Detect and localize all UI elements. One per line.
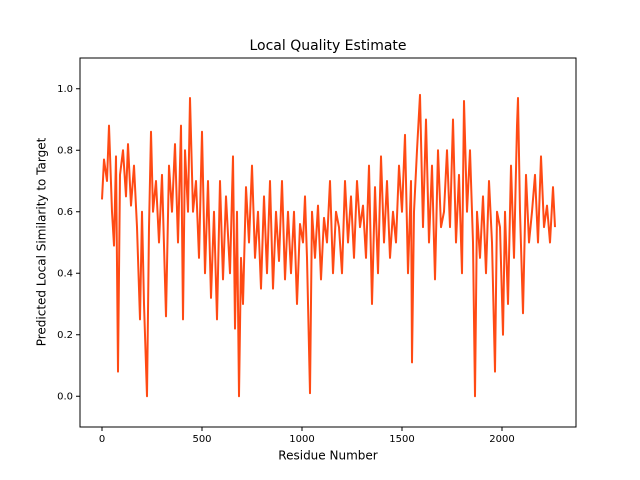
plot-frame <box>79 57 577 428</box>
x-axis-label: Residue Number <box>278 449 377 463</box>
y-tick-label: 0.6 <box>57 207 73 218</box>
y-tick-label: 1.0 <box>57 84 73 95</box>
x-tick-label: 0 <box>99 434 105 445</box>
y-tick-label: 0.2 <box>57 330 73 341</box>
y-tick-label: 0.8 <box>57 145 73 156</box>
y-tick-label: 0.4 <box>57 268 73 279</box>
y-axis-label: Predicted Local Similarity to Target <box>35 137 49 346</box>
x-tick-label: 500 <box>192 434 211 445</box>
x-tick-label: 2000 <box>489 434 514 445</box>
x-tick-label: 1500 <box>389 434 414 445</box>
chart-title: Local Quality Estimate <box>249 38 406 54</box>
y-tick-label: 0.0 <box>57 391 73 402</box>
x-tick-label: 1000 <box>289 434 314 445</box>
data-line <box>101 93 556 398</box>
